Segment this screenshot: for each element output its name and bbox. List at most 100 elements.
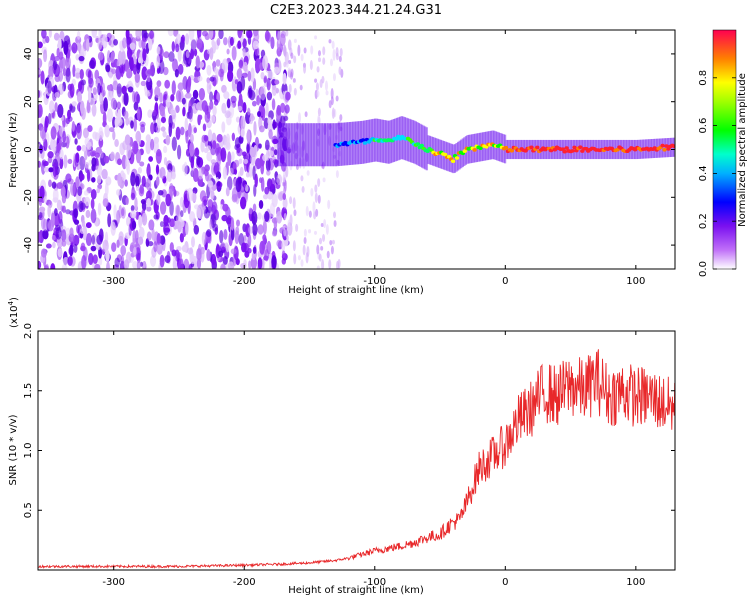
noise-cell <box>319 79 323 89</box>
noise-cell <box>230 217 235 231</box>
noise-cell <box>39 185 45 199</box>
noise-cell <box>172 254 177 269</box>
noise-cell <box>264 211 270 223</box>
noise-cell <box>141 66 148 81</box>
noise-cell <box>245 30 253 39</box>
noise-cell <box>48 179 52 188</box>
ridge-band <box>425 127 428 171</box>
noise-cell <box>54 55 60 62</box>
noise-cell <box>180 219 185 228</box>
noise-cell <box>219 229 224 244</box>
x-tick-label: 100 <box>626 276 645 287</box>
noise-cell <box>116 83 123 98</box>
noise-cell <box>47 151 54 159</box>
snr-y-multiplier: (x104) <box>7 297 20 328</box>
noise-cell <box>309 60 313 71</box>
noise-cell <box>190 48 195 60</box>
noise-cell <box>187 76 192 89</box>
ridge-band <box>284 123 287 167</box>
noise-cell <box>61 239 67 247</box>
ridge-band <box>289 123 292 167</box>
noise-cell <box>333 211 337 219</box>
noise-cell <box>335 95 339 102</box>
noise-cell <box>139 161 145 167</box>
noise-cell <box>203 134 209 142</box>
noise-cell <box>90 245 97 252</box>
noise-cell <box>197 75 203 82</box>
noise-cell <box>136 260 141 269</box>
snr-x-axis-label: Height of straight line (km) <box>288 585 424 596</box>
ridge-band <box>388 120 391 164</box>
noise-cell <box>43 160 49 167</box>
noise-cell <box>165 134 171 146</box>
noise-cell <box>251 210 258 225</box>
noise-cell <box>257 224 264 235</box>
noise-cell <box>69 83 75 98</box>
noise-cell <box>187 247 194 255</box>
noise-cell <box>135 149 142 164</box>
noise-cell <box>79 100 85 114</box>
noise-cell <box>180 126 185 136</box>
noise-cell <box>174 68 179 78</box>
noise-cell <box>339 47 343 57</box>
noise-cell <box>272 119 276 130</box>
noise-cell <box>338 55 342 63</box>
noise-cell <box>159 235 166 246</box>
noise-cell <box>97 82 101 96</box>
noise-cell <box>136 60 141 74</box>
noise-cell <box>252 30 259 37</box>
noise-cell <box>293 209 297 217</box>
noise-cell <box>218 68 225 78</box>
colorbar-frame <box>712 29 737 270</box>
noise-cell <box>314 35 318 40</box>
noise-cell <box>208 30 214 40</box>
noise-cell <box>156 80 162 87</box>
noise-cell <box>122 37 128 49</box>
noise-cell <box>322 177 326 183</box>
colorbar-tick-label: 0.0 <box>698 261 709 277</box>
noise-cell <box>237 40 242 49</box>
ridge-peak <box>535 145 540 150</box>
noise-cell <box>201 100 208 112</box>
noise-cell <box>85 233 92 247</box>
noise-cell <box>229 167 234 176</box>
noise-cell <box>207 199 214 210</box>
colorbar-tick-label: 0.4 <box>698 165 709 181</box>
noise-cell <box>184 117 188 132</box>
noise-cell <box>213 98 219 106</box>
noise-cell <box>143 32 149 39</box>
noise-cell <box>253 120 257 136</box>
noise-cell <box>193 127 197 134</box>
noise-cell <box>145 178 152 191</box>
noise-cell <box>91 157 97 167</box>
noise-cell <box>101 168 108 180</box>
noise-cell <box>313 230 317 235</box>
noise-cell <box>39 126 46 140</box>
noise-cell <box>231 132 236 142</box>
noise-cell <box>193 48 198 57</box>
ridge-band <box>305 123 308 167</box>
noise-cell <box>177 47 182 62</box>
noise-cell <box>141 37 146 51</box>
noise-cell <box>160 126 166 132</box>
noise-cell <box>140 199 146 205</box>
noise-cell <box>250 67 255 83</box>
noise-cell <box>155 176 160 187</box>
noise-cell <box>38 231 42 243</box>
noise-cell <box>283 61 287 68</box>
noise-cell <box>166 169 173 183</box>
noise-cell <box>209 91 214 102</box>
noise-cell <box>226 176 233 191</box>
y-tick-label: 40 <box>23 48 34 61</box>
noise-cell <box>82 127 89 139</box>
noise-cell <box>65 209 71 215</box>
noise-cell <box>163 227 171 233</box>
noise-cell <box>264 249 270 262</box>
noise-cell <box>314 78 318 83</box>
noise-cell <box>238 158 243 164</box>
noise-cell <box>75 176 80 189</box>
noise-cell <box>251 100 257 107</box>
noise-cell <box>79 202 86 211</box>
noise-cell <box>317 57 321 63</box>
noise-cell <box>108 71 113 79</box>
